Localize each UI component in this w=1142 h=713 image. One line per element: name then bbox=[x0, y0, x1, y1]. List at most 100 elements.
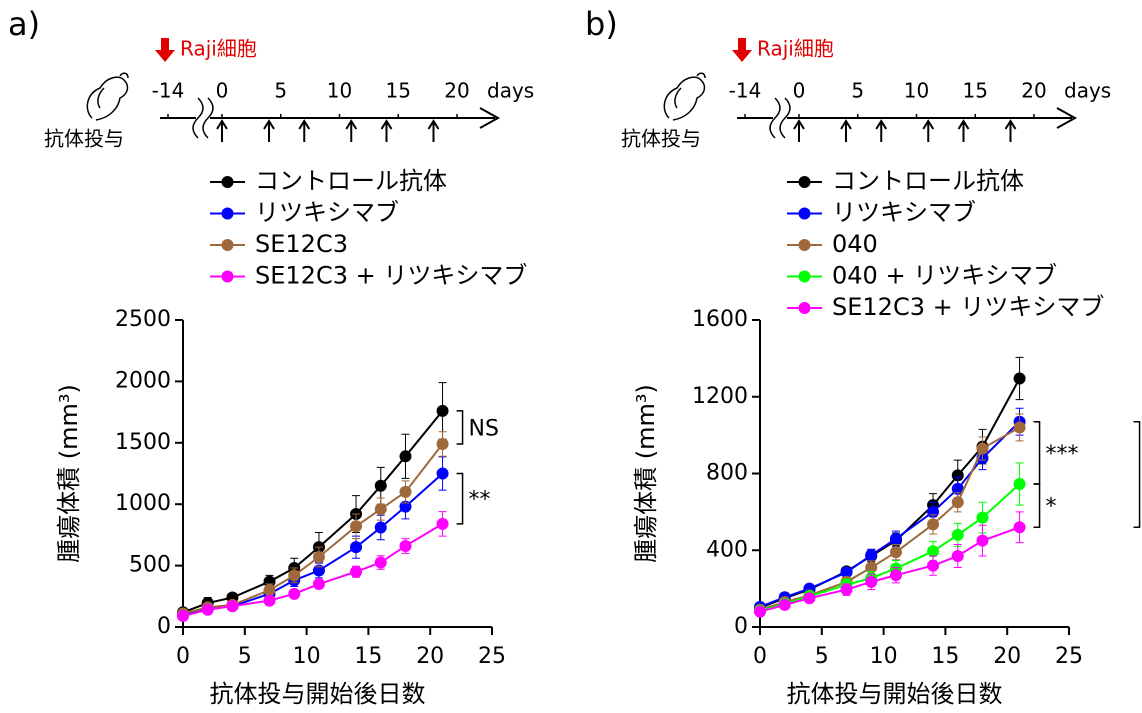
data-point bbox=[399, 485, 412, 498]
data-point bbox=[951, 528, 964, 541]
legend-marker bbox=[798, 207, 811, 220]
data-point bbox=[927, 559, 940, 572]
data-point bbox=[889, 532, 902, 545]
x-tick-label: 10 bbox=[870, 644, 898, 669]
data-point bbox=[288, 569, 301, 582]
legend-label: SE12C3 bbox=[255, 230, 348, 258]
data-point bbox=[778, 598, 791, 611]
data-point bbox=[374, 521, 387, 534]
legend-marker bbox=[798, 239, 811, 251]
data-point bbox=[350, 520, 363, 533]
dose-arrow bbox=[922, 119, 935, 142]
significance-label: *** bbox=[1046, 442, 1079, 467]
data-point bbox=[374, 479, 387, 492]
event-label: Raji細胞 bbox=[180, 37, 257, 61]
significance-bracket bbox=[456, 472, 464, 525]
x-tick-label: 0 bbox=[753, 644, 767, 669]
data-point bbox=[436, 467, 449, 480]
data-point bbox=[976, 534, 989, 547]
panel: b) -14 0 5 10 15 20 days Raji細胞抗体投与コントロール抗体リツキシマ… bbox=[585, 5, 1141, 708]
data-point bbox=[350, 565, 363, 578]
timeline-arrowhead bbox=[1056, 107, 1078, 129]
legend-label: リツキシマブ bbox=[255, 199, 399, 227]
series-line bbox=[759, 378, 1021, 609]
x-tick-label: 15 bbox=[931, 644, 959, 669]
data-point bbox=[226, 600, 239, 613]
data-point bbox=[263, 575, 276, 588]
significance-bracket bbox=[456, 410, 464, 445]
dose-arrow bbox=[957, 119, 970, 142]
data-point bbox=[754, 605, 766, 618]
mouse-icon bbox=[86, 72, 129, 121]
legend-marker bbox=[798, 176, 811, 188]
timeline-tick-label: 0 bbox=[793, 79, 806, 103]
significance-bracket bbox=[1133, 420, 1141, 528]
data-point bbox=[889, 569, 902, 582]
data-point bbox=[374, 556, 387, 569]
data-point bbox=[436, 517, 449, 530]
data-point bbox=[976, 511, 989, 524]
significance-bracket bbox=[1033, 483, 1041, 528]
timeline-unit: days bbox=[487, 79, 534, 103]
data-point bbox=[927, 518, 940, 531]
data-point bbox=[1013, 372, 1026, 385]
dose-arrow bbox=[427, 119, 440, 142]
y-tick-label: 1200 bbox=[692, 384, 748, 409]
x-tick-label: 20 bbox=[416, 644, 444, 669]
data-point bbox=[263, 584, 276, 597]
data-point bbox=[865, 575, 878, 588]
legend-label: SE12C3 + リツキシマブ bbox=[832, 293, 1104, 321]
data-point bbox=[1013, 478, 1026, 491]
y-tick-label: 1000 bbox=[115, 491, 171, 516]
data-point bbox=[889, 546, 902, 559]
timeline-arrowhead bbox=[479, 107, 501, 129]
timeline-tick-label: 20 bbox=[1021, 79, 1046, 103]
x-tick-label: 5 bbox=[238, 644, 252, 669]
data-point bbox=[1013, 421, 1026, 434]
dose-arrow bbox=[345, 119, 358, 142]
dose-arrow bbox=[380, 119, 393, 142]
timeline-tick-label: 5 bbox=[274, 79, 287, 103]
data-point bbox=[374, 503, 387, 516]
x-tick-label: 10 bbox=[293, 644, 321, 669]
event-arrow bbox=[732, 38, 752, 62]
data-point bbox=[951, 496, 964, 509]
x-tick-label: 15 bbox=[354, 644, 382, 669]
data-point bbox=[951, 469, 964, 482]
x-axis-label: 抗体投与開始後日数 bbox=[787, 680, 1003, 708]
dose-arrow bbox=[263, 119, 275, 142]
x-tick-label: 5 bbox=[815, 644, 829, 669]
data-point bbox=[312, 551, 325, 564]
data-point bbox=[865, 549, 878, 562]
data-point bbox=[201, 603, 214, 616]
legend-label: 040 + リツキシマブ bbox=[832, 262, 1057, 290]
legend-label: リツキシマブ bbox=[832, 199, 976, 227]
data-point bbox=[865, 561, 878, 574]
data-point bbox=[1013, 521, 1026, 534]
timeline-tick-label: 10 bbox=[904, 79, 929, 103]
legend-marker bbox=[221, 176, 234, 188]
data-point bbox=[803, 592, 816, 605]
event-label: Raji細胞 bbox=[757, 37, 834, 61]
dose-arrow bbox=[793, 119, 805, 142]
significance-label: * bbox=[1046, 495, 1057, 520]
legend-label: コントロール抗体 bbox=[832, 167, 1024, 195]
timeline-tick-label: 10 bbox=[327, 79, 352, 103]
series-line bbox=[759, 483, 1021, 612]
data-point bbox=[436, 438, 449, 451]
y-tick-label: 0 bbox=[157, 614, 171, 639]
legend-label: SE12C3 + リツキシマブ bbox=[255, 262, 527, 290]
significance-bracket bbox=[1033, 420, 1041, 485]
data-point bbox=[177, 609, 189, 622]
timeline-tick-label: -14 bbox=[152, 79, 185, 103]
dose-arrow bbox=[840, 119, 852, 142]
timeline-tick-label: -14 bbox=[729, 79, 762, 103]
timeline-break-gap bbox=[773, 105, 787, 131]
panel-label: a) bbox=[8, 5, 40, 43]
timeline-tick-label: 5 bbox=[851, 79, 864, 103]
series-line bbox=[182, 410, 444, 614]
y-tick-label: 500 bbox=[129, 553, 171, 578]
legend-marker bbox=[221, 239, 234, 251]
